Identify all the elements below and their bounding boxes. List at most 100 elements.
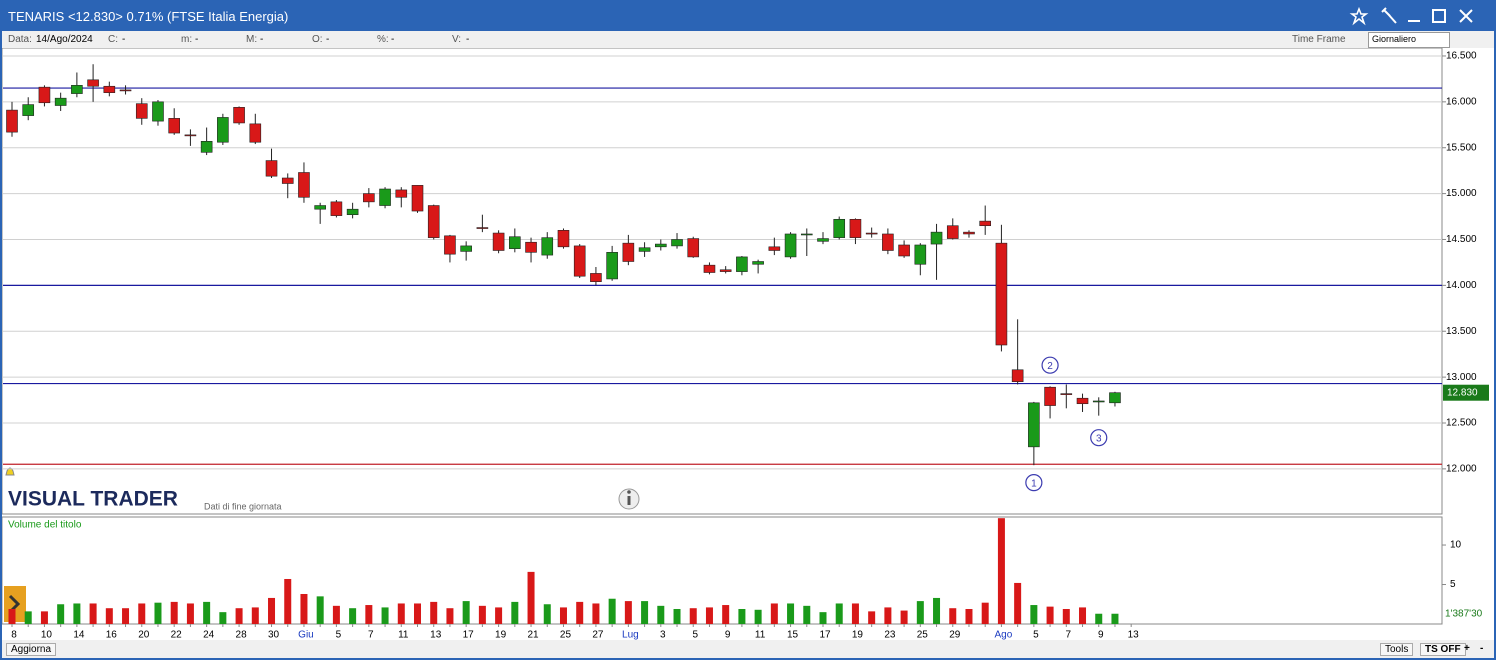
- candle-body: [509, 236, 521, 249]
- volume-bar: [705, 607, 713, 624]
- candle-body: [363, 193, 375, 203]
- x-tick-label: 30: [268, 630, 280, 640]
- candle-body: [898, 244, 910, 257]
- candle-body: [590, 273, 602, 282]
- candle-body: [671, 239, 683, 247]
- info-value: -: [122, 34, 126, 45]
- price-pane: [2, 48, 1443, 515]
- candle-body: [492, 232, 505, 251]
- candle-body: [314, 205, 326, 210]
- candle-body: [1011, 369, 1024, 383]
- time-frame-select[interactable]: Giornaliero: [1368, 32, 1450, 48]
- tools-button[interactable]: [1381, 7, 1397, 24]
- candle-body: [346, 208, 359, 216]
- candle-body: [460, 245, 472, 252]
- volume-bar: [657, 605, 665, 624]
- candle-body: [882, 233, 894, 251]
- candle-body: [119, 89, 132, 92]
- close-button[interactable]: [1459, 9, 1473, 23]
- volume-bar: [381, 607, 389, 624]
- y-tick-label: 12.500: [1446, 418, 1477, 429]
- candle-body: [914, 244, 927, 265]
- time-frame-value: Giornaliero: [1372, 34, 1417, 44]
- candle-body: [1060, 393, 1073, 395]
- volume-bar: [284, 578, 292, 624]
- candle-body: [1028, 402, 1040, 448]
- candle-body: [168, 118, 180, 134]
- annotation-label: 2: [1047, 361, 1053, 372]
- x-tick-label: 11: [398, 630, 409, 640]
- annotation-marker: [1090, 429, 1108, 447]
- volume-bar: [73, 603, 81, 624]
- volume-bar: [511, 601, 519, 624]
- candle-body: [573, 245, 586, 277]
- volume-bar: [900, 610, 908, 624]
- refresh-button[interactable]: Aggiorna: [6, 643, 57, 656]
- volume-bar: [592, 603, 600, 624]
- info-value: -: [195, 34, 199, 45]
- x-tick-label: Lug: [622, 630, 639, 640]
- volume-bar: [738, 608, 746, 624]
- candle-body: [541, 237, 554, 256]
- candle-body: [784, 233, 797, 258]
- info-value: -: [466, 34, 470, 45]
- volume-bar: [316, 596, 324, 624]
- alert-icon[interactable]: [5, 467, 15, 476]
- candle-body: [38, 86, 51, 104]
- info-label: Data:: [8, 34, 32, 45]
- tools-button[interactable]: Tools: [1380, 643, 1414, 656]
- volume-bar: [1046, 606, 1054, 624]
- candle-body: [687, 238, 700, 258]
- volume-bar: [203, 601, 211, 624]
- candle-body: [930, 231, 943, 245]
- candle-body: [265, 160, 278, 177]
- candle-body: [557, 230, 570, 248]
- y-tick-label: 5: [1450, 579, 1456, 590]
- candle-body: [979, 220, 992, 227]
- x-tick-label: 19: [852, 630, 864, 640]
- ts-button[interactable]: TS OFF: [1420, 643, 1466, 656]
- x-tick-label: 5: [1033, 630, 1039, 640]
- candle-body: [330, 201, 343, 216]
- favorite-button[interactable]: [1349, 6, 1369, 26]
- volume-bar: [268, 597, 276, 624]
- volume-bar: [1111, 613, 1119, 624]
- y-tick-label: 16.000: [1446, 96, 1477, 107]
- volume-bar: [608, 598, 616, 624]
- candle-body: [22, 104, 35, 116]
- candle-body: [6, 109, 18, 133]
- maximize-button[interactable]: [1432, 9, 1446, 23]
- x-tick-label: 10: [41, 630, 53, 640]
- last-price-box: [1443, 384, 1489, 401]
- zoom-out-button[interactable]: -: [1480, 643, 1484, 654]
- candle-body: [379, 188, 391, 206]
- candle-body: [654, 243, 667, 248]
- watermark: VISUAL TRADER: [8, 488, 178, 511]
- x-tick-label: 22: [171, 630, 183, 640]
- candle-body: [719, 269, 732, 272]
- info-icon[interactable]: [618, 488, 640, 510]
- chart: VISUAL TRADER Dati di fine giornata Volu…: [2, 48, 1489, 640]
- volume-pane: [2, 516, 1443, 625]
- y-tick-label: 14.500: [1446, 234, 1477, 245]
- x-tick-label: 23: [884, 630, 896, 640]
- x-tick-label: 25: [560, 630, 572, 640]
- volume-bar: [446, 608, 454, 624]
- candle-body: [200, 140, 213, 153]
- x-tick-label: 8: [11, 630, 17, 640]
- x-tick-label: 7: [368, 630, 374, 640]
- volume-bar: [965, 608, 973, 624]
- x-tick-label: 14: [73, 630, 85, 640]
- volume-bar: [57, 604, 65, 624]
- x-tick-label: 29: [949, 630, 961, 640]
- x-tick-label: 15: [787, 630, 799, 640]
- volume-bar: [754, 609, 762, 624]
- candle-body: [411, 185, 424, 212]
- time-frame-label: Time Frame: [1292, 34, 1346, 45]
- y-tick-label: 16.500: [1446, 51, 1477, 62]
- x-tick-label: 5: [336, 630, 342, 640]
- zoom-in-button[interactable]: +: [1464, 643, 1470, 654]
- volume-bar: [722, 605, 730, 624]
- volume-bar: [916, 601, 924, 624]
